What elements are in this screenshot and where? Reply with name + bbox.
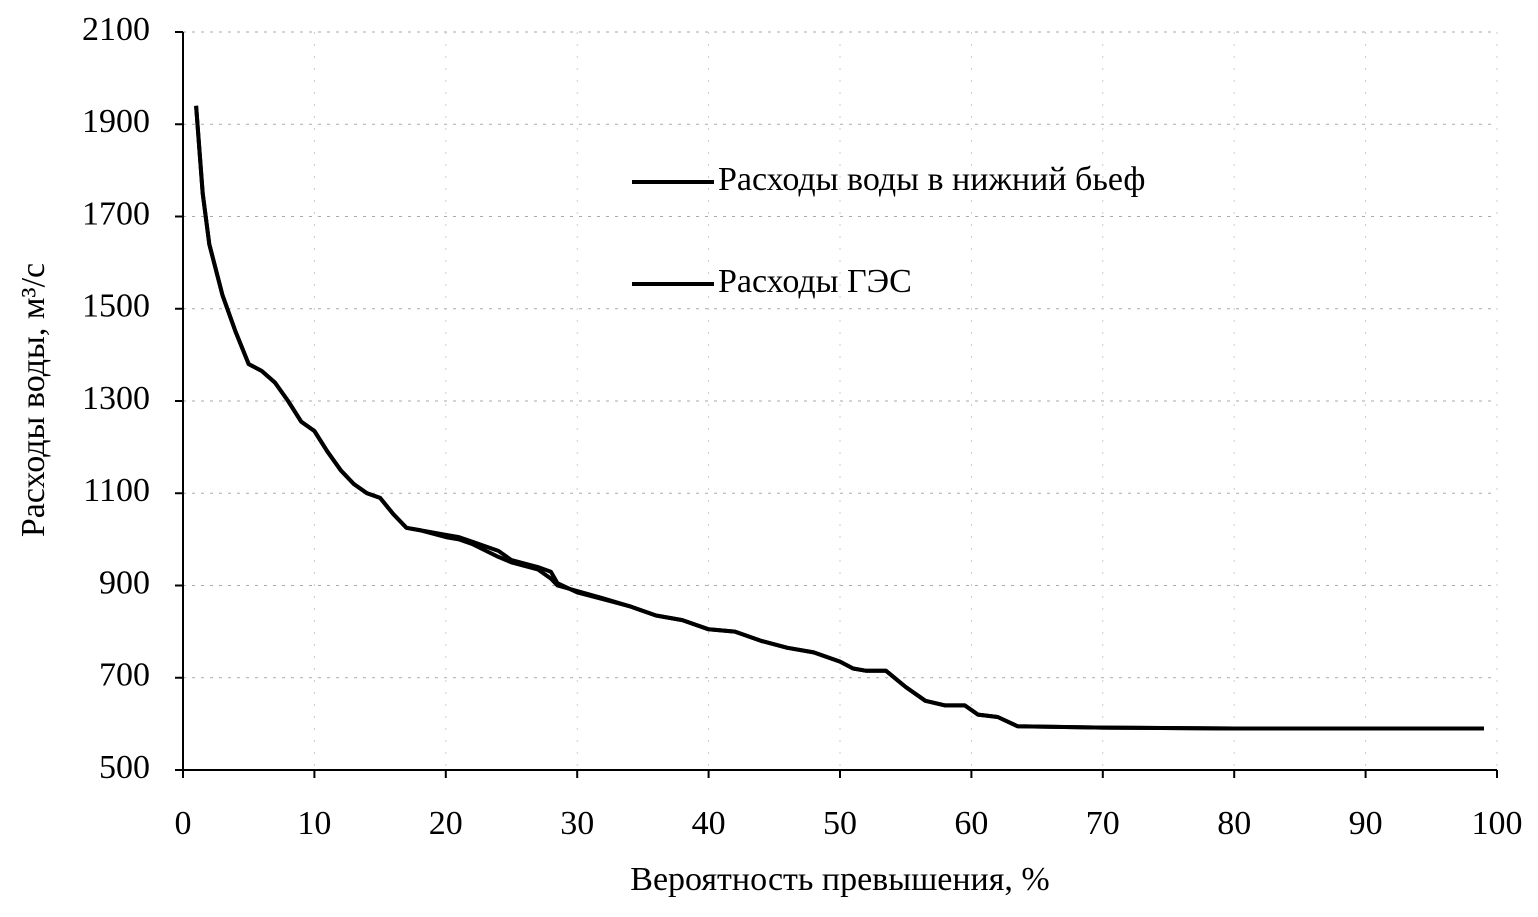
y-axis-title: Расходы воды, м³/с — [15, 263, 52, 537]
x-tick-label: 20 — [429, 805, 463, 842]
y-tick-label: 1100 — [83, 472, 150, 509]
y-tick-label: 1900 — [82, 103, 150, 140]
x-tick-label: 10 — [297, 805, 331, 842]
x-tick-label: 0 — [175, 805, 192, 842]
x-tick-label: 70 — [1086, 805, 1120, 842]
y-tick-label: 1700 — [82, 195, 150, 232]
x-tick-label: 80 — [1217, 805, 1251, 842]
x-axis-title: Вероятность превышения, % — [630, 861, 1049, 898]
series-line — [194, 105, 1484, 731]
x-tick-label: 90 — [1349, 805, 1383, 842]
y-tick-label: 700 — [99, 657, 150, 694]
x-tick-label: 100 — [1472, 805, 1523, 842]
x-tick-label: 50 — [823, 805, 857, 842]
y-tick-label: 2100 — [82, 11, 150, 48]
x-tick-label: 60 — [954, 805, 988, 842]
y-tick-label: 900 — [99, 564, 150, 601]
x-tick-label: 40 — [692, 805, 726, 842]
x-tick-label: 30 — [560, 805, 594, 842]
y-tick-label: 1300 — [82, 380, 150, 417]
legend-label: Расходы ГЭС — [718, 263, 912, 300]
legend-label: Расходы воды в нижний бьеф — [718, 161, 1145, 198]
y-tick-label: 500 — [99, 749, 150, 786]
y-tick-label: 1500 — [82, 288, 150, 325]
